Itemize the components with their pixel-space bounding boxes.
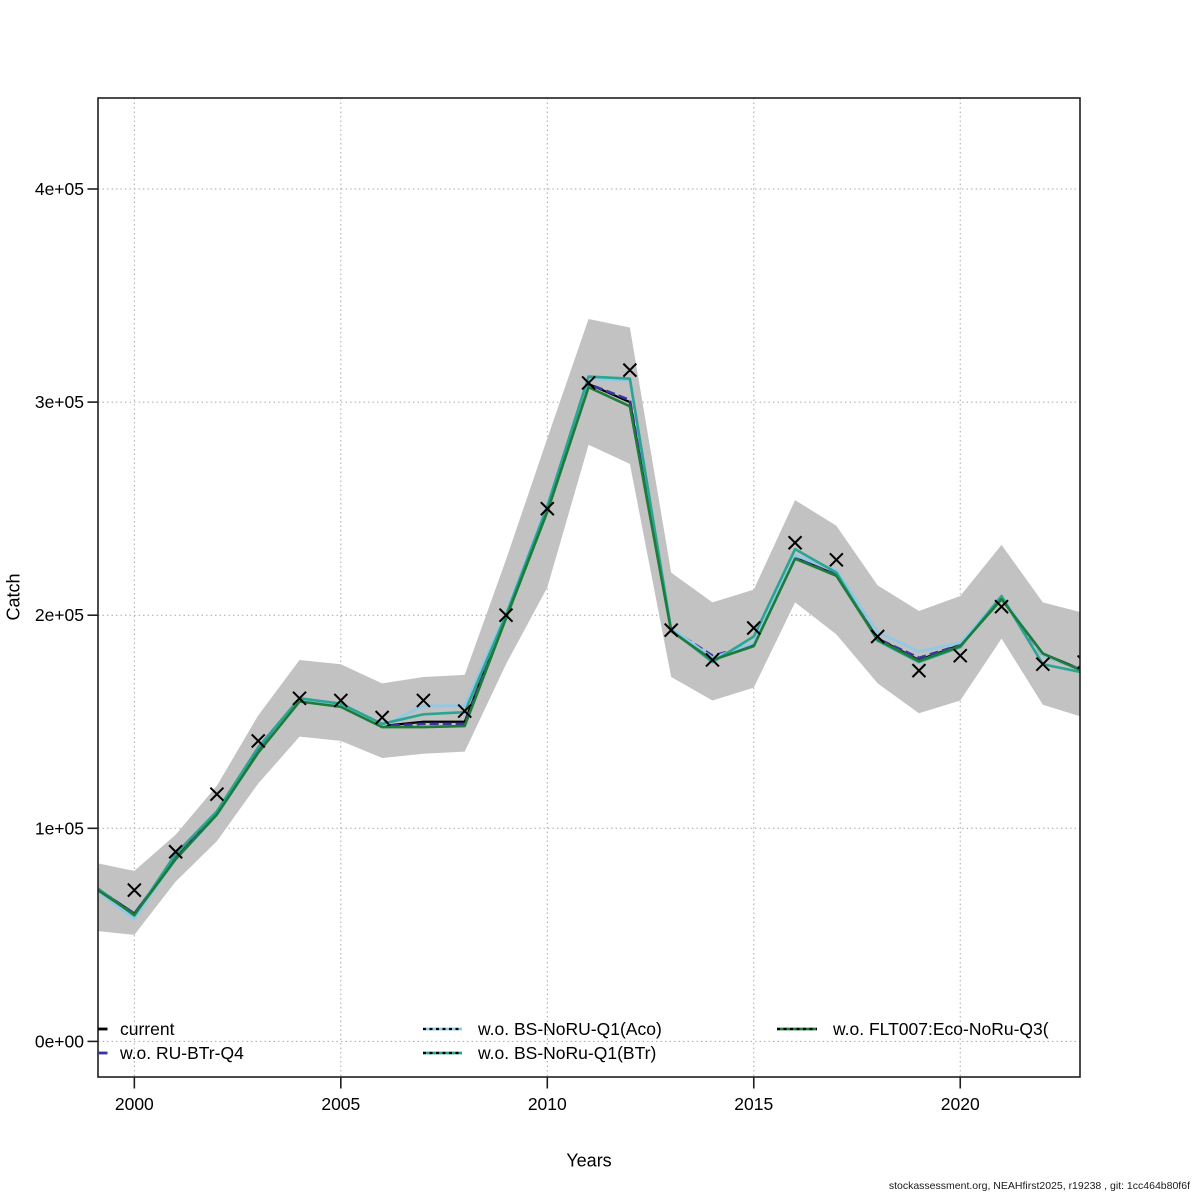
x-tick-label-2020: 2020 xyxy=(941,1094,980,1114)
y-tick-label-3e+05: 3e+05 xyxy=(35,392,84,412)
y-tick-label-4e+05: 4e+05 xyxy=(35,179,84,199)
x-tick-label-2005: 2005 xyxy=(321,1094,360,1114)
gridlines xyxy=(98,98,1080,1077)
legend-label: w.o. RU-BTr-Q4 xyxy=(119,1043,244,1063)
y-tick-label-0e+00: 0e+00 xyxy=(35,1031,84,1051)
legend-label: current xyxy=(120,1019,175,1039)
confidence-band xyxy=(98,318,1080,935)
y-tick-label-2e+05: 2e+05 xyxy=(35,605,84,625)
axes: 0e+00 1e+05 2e+05 3e+05 4e+05 2000 2005 2010 201… xyxy=(35,179,980,1114)
legend-item-3: w.o. BS-NoRu-Q1(BTr) xyxy=(423,1043,656,1063)
legend-label: w.o. FLT007:Eco-NoRu-Q3( xyxy=(832,1019,1049,1039)
legend-item-0: current xyxy=(98,1019,175,1039)
x-axis-title: Years xyxy=(566,1150,612,1171)
y-tick-label-1e+05: 1e+05 xyxy=(35,818,84,838)
legend-item-2: w.o. BS-NoRU-Q1(Aco) xyxy=(423,1019,662,1039)
x-tick-label-2000: 2000 xyxy=(115,1094,154,1114)
series-line-w-o-flt007-eco-noru-q3- xyxy=(98,385,1080,916)
y-axis-title: Catch xyxy=(3,573,24,621)
x-tick-label-2010: 2010 xyxy=(528,1094,567,1114)
series-line-w-o-bs-noru-q1-aco- xyxy=(98,377,1080,921)
legend-label: w.o. BS-NoRu-Q1(BTr) xyxy=(477,1043,656,1063)
footer-text: stockassessment.org, NEAHfirst2025, r192… xyxy=(888,1180,1190,1192)
legend-item-4: w.o. FLT007:Eco-NoRu-Q3( xyxy=(777,1019,1049,1039)
legend: current w.o. RU-BTr-Q4 w.o. BS-NoRU-Q1(Aco… xyxy=(98,1019,1049,1063)
plot-border xyxy=(97,97,1081,1078)
obs-markers xyxy=(127,362,1080,898)
x-tick-label-2015: 2015 xyxy=(734,1094,773,1114)
legend-label: w.o. BS-NoRU-Q1(Aco) xyxy=(477,1019,662,1039)
legend-item-1: w.o. RU-BTr-Q4 xyxy=(98,1043,244,1063)
